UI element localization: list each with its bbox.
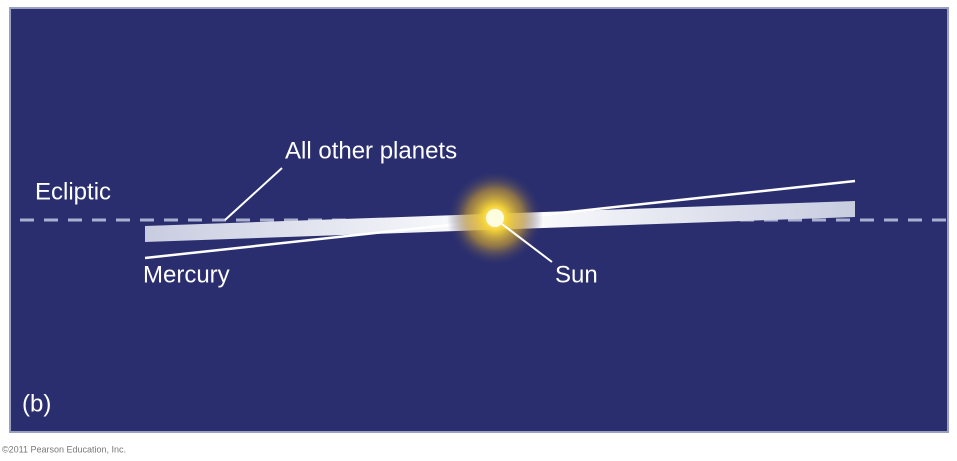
sun <box>486 209 504 227</box>
label-sun: Sun <box>555 261 598 288</box>
label-ecliptic: Ecliptic <box>35 178 111 205</box>
copyright: ©2011 Pearson Education, Inc. <box>2 444 126 454</box>
panel-letter: (b) <box>22 390 51 417</box>
label-other-planets: All other planets <box>285 137 457 164</box>
label-mercury: Mercury <box>143 261 230 288</box>
diagram: Ecliptic All other planets Mercury Sun (… <box>0 0 957 456</box>
